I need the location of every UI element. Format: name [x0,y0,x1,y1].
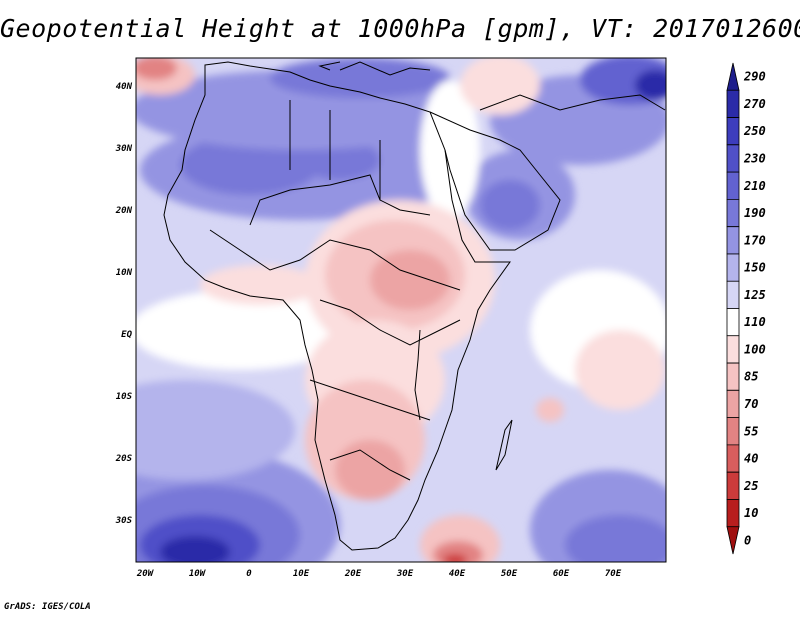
colorbar-label: 125 [744,288,766,302]
colorbar-label: 85 [744,370,758,384]
coastlines [163,61,666,551]
lon-label-0: 0 [246,569,252,579]
lon-label-30e: 30E [396,569,414,579]
lon-label-20w: 20W [136,569,155,579]
colorbar-swatch [726,226,740,255]
colorbar-label: 190 [744,206,766,220]
lat-label-eq: EQ [121,330,132,340]
colorbar-swatch [726,117,740,146]
colorbar-label: 10 [744,506,758,520]
colorbar-label: 170 [744,233,766,247]
colorbar-swatch [726,198,740,228]
colorbar-swatch [726,308,740,337]
colorbar-label: 270 [743,97,766,111]
lon-label-60e: 60E [553,569,570,579]
lat-label-20n: 20N [115,206,133,216]
lon-label-50e: 50E [501,569,518,579]
colorbar-swatch [726,526,740,555]
colorbar-label: 210 [743,179,766,193]
lon-label-10e: 10E [293,569,310,579]
lat-label-30s: 30S [115,516,133,526]
colorbar-label: 40 [744,452,758,466]
grads-credit: GrADS: IGES/COLA [4,602,91,612]
colorbar-swatch [726,471,740,500]
colorbar-label: 55 [744,424,758,438]
lon-label-70e: 70E [605,569,622,579]
colorbar-swatch [726,499,740,528]
colorbar-label: 250 [743,124,766,138]
lon-label-20e: 20E [344,569,362,579]
lat-label-30n: 30N [115,144,133,154]
colorbar-label: 70 [744,397,758,411]
colorbar-swatch [726,280,740,309]
colorbar-swatch [726,62,740,91]
lat-label-10n: 10N [116,268,133,278]
colorbar-swatch [726,417,740,446]
colorbar-swatch [726,444,740,473]
colorbar-swatch [726,253,740,282]
lon-label-10w: 10W [189,569,207,579]
colorbar-swatch [726,389,740,419]
colorbar-swatch [726,89,740,118]
colorbar-label: 290 [743,70,766,84]
colorbar-swatch [726,335,740,364]
lat-label-10s: 10S [116,392,133,402]
colorbar-label: 150 [744,261,766,275]
colorbar-swatch [726,362,740,391]
colorbar-label: 25 [743,479,758,493]
map-title: Geopotential Height at 1000hPa [gpm], VT… [0,14,800,43]
colorbar-swatch [726,144,740,173]
colorbar: 2902702502302101901701501251101008570554… [726,62,766,555]
colorbar-label: 0 [744,533,751,547]
lat-label-20s: 20S [115,454,133,464]
longitude-axis: 20W 10W 0 10E 20E 30E 40E 50E 60E 70E [136,569,622,579]
colorbar-label: 230 [743,151,766,165]
lat-label-40n: 40N [116,82,133,92]
colorbar-swatch [726,171,740,200]
latitude-axis: 40N 30N 20N 10N EQ 10S 20S 30S [115,82,133,526]
map-frame [135,57,667,563]
lon-label-40e: 40E [449,569,466,579]
colorbar-label: 100 [744,342,766,356]
height-field [136,58,666,562]
colorbar-label: 110 [744,315,766,329]
